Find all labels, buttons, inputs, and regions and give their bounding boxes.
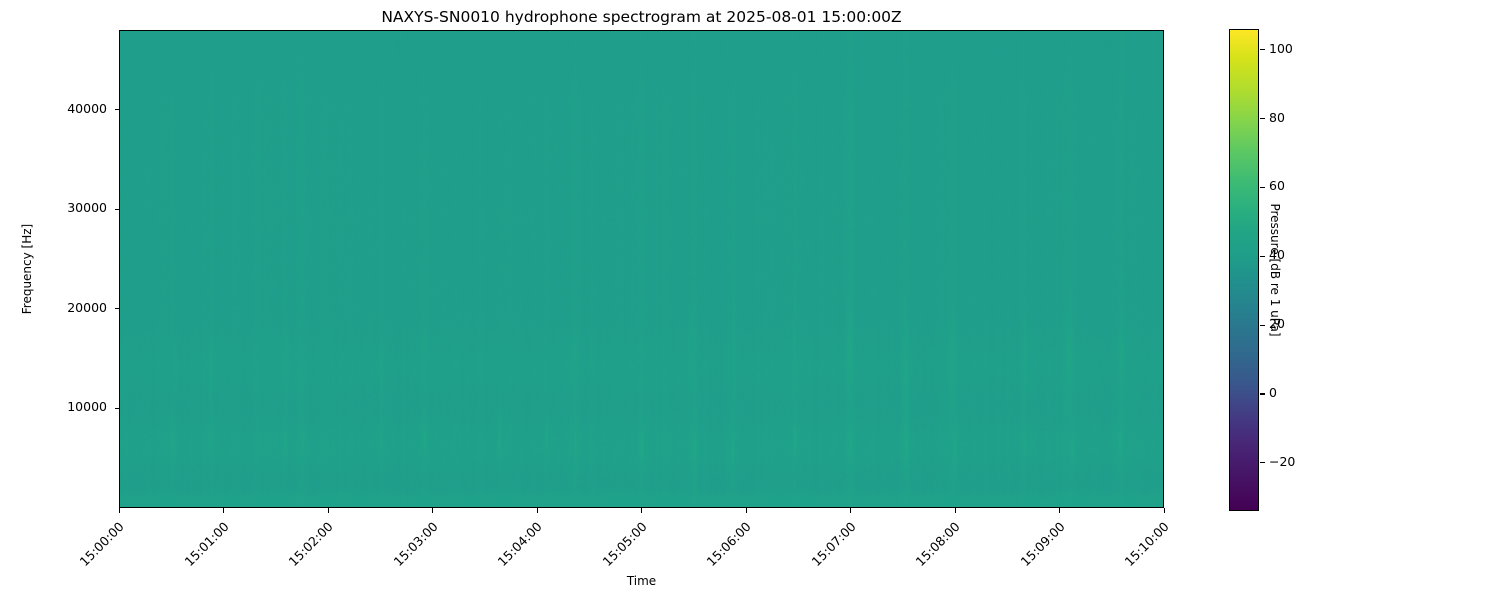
x-tick-label: 15:03:00	[389, 518, 441, 570]
colorbar-tick-mark	[1260, 324, 1265, 326]
x-tick-mark	[223, 508, 225, 513]
colorbar-gradient	[1229, 29, 1259, 511]
colorbar[interactable]: Pressure [dB re 1 uPa] −20 0 20 40 60 80 100	[1229, 29, 1295, 511]
colorbar-tick-label: 80	[1269, 109, 1285, 125]
x-tick-mark	[118, 508, 120, 513]
x-tick-mark	[954, 508, 956, 513]
y-tick-mark	[114, 308, 119, 310]
x-tick-label: 15:00:00	[76, 518, 127, 570]
x-tick-label: 15:10:00	[1121, 518, 1172, 570]
colorbar-tick-mark	[1260, 49, 1265, 51]
x-tick-label: 15:08:00	[912, 518, 963, 570]
x-tick-mark	[327, 508, 329, 513]
x-axis: 15:00:00 15:01:00 15:02:00 15:03:00 15:04:00…	[76, 508, 1172, 570]
y-tick-label: 40000	[67, 100, 107, 116]
colorbar-tick-label: 40	[1269, 247, 1285, 263]
x-tick-label: 15:07:00	[807, 518, 859, 570]
colorbar-tick-mark	[1260, 186, 1265, 188]
colorbar-label: Pressure [dB re 1 uPa]	[1268, 203, 1282, 337]
y-tick-mark	[114, 208, 119, 210]
spectrogram-image	[120, 31, 1163, 507]
x-tick-label: 15:02:00	[285, 518, 336, 570]
y-tick-label: 10000	[67, 399, 107, 415]
x-axis-label: Time	[626, 574, 657, 588]
colorbar-tick-mark	[1260, 118, 1265, 120]
y-tick-label: 30000	[67, 200, 107, 216]
colorbar-tick-label: 0	[1269, 384, 1277, 400]
y-tick-mark	[114, 109, 119, 111]
x-tick-label: 15:06:00	[703, 518, 754, 570]
spectrogram-plot-area[interactable]	[119, 30, 1164, 508]
x-tick-label: 15:04:00	[494, 518, 545, 570]
colorbar-tick-label: −20	[1269, 453, 1296, 469]
x-tick-label: 15:05:00	[598, 518, 650, 570]
x-tick-mark	[536, 508, 538, 513]
x-tick-mark	[1163, 508, 1165, 513]
x-tick-mark	[1059, 508, 1061, 513]
page-title: NAXYS-SN0010 hydrophone spectrogram at 2…	[381, 8, 902, 26]
x-tick-mark	[745, 508, 747, 513]
colorbar-tick-mark	[1260, 462, 1265, 464]
x-tick-mark	[432, 508, 434, 513]
x-tick-label: 15:09:00	[1016, 518, 1068, 570]
y-axis: Frequency [Hz] 10000 20000 30000 40000	[0, 0, 119, 600]
colorbar-tick-label: 20	[1269, 316, 1285, 332]
colorbar-tick-label: 100	[1269, 40, 1293, 56]
x-tick-mark	[850, 508, 852, 513]
y-tick-label: 20000	[67, 299, 107, 315]
y-tick-mark	[114, 407, 119, 409]
colorbar-tick-label: 60	[1269, 178, 1285, 194]
colorbar-tick-mark	[1260, 255, 1265, 257]
x-tick-mark	[641, 508, 643, 513]
colorbar-tick-mark	[1260, 393, 1265, 395]
x-tick-label: 15:01:00	[180, 518, 232, 570]
